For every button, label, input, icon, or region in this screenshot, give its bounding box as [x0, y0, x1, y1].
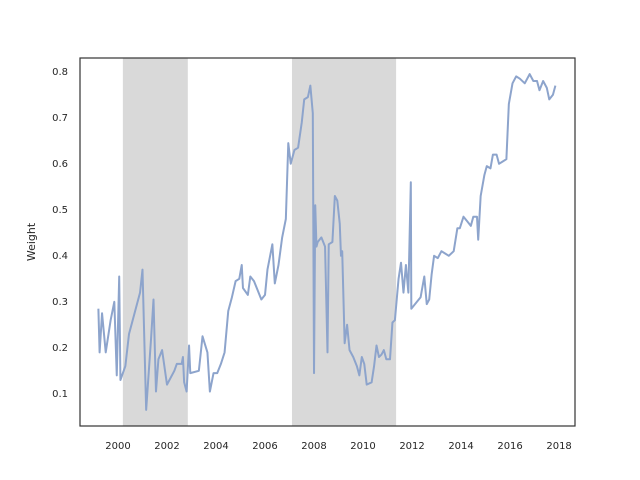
x-tick-label: 2006 — [252, 441, 277, 452]
y-tick-label: 0.4 — [52, 251, 68, 262]
y-tick-label: 0.7 — [52, 113, 68, 124]
x-tick-label: 2008 — [301, 441, 326, 452]
x-tick-label: 2016 — [497, 441, 522, 452]
y-tick-label: 0.1 — [52, 389, 68, 400]
x-tick-label: 2018 — [546, 441, 571, 452]
y-tick-label: 0.2 — [52, 343, 68, 354]
y-tick-label: 0.8 — [52, 67, 68, 78]
x-tick-label: 2004 — [203, 441, 228, 452]
shaded-region — [291, 58, 397, 426]
x-tick-label: 2014 — [448, 441, 473, 452]
y-tick-label: 0.5 — [52, 205, 68, 216]
y-tick-label: 0.3 — [52, 297, 68, 308]
y-axis-label: Weight — [25, 222, 38, 261]
x-tick-label: 2002 — [154, 441, 179, 452]
x-tick-label: 2010 — [350, 441, 375, 452]
data-line — [97, 73, 557, 411]
x-tick-label: 2000 — [105, 441, 130, 452]
y-tick-label: 0.6 — [52, 159, 68, 170]
plot-frame — [79, 57, 576, 427]
x-tick-label: 2012 — [399, 441, 424, 452]
